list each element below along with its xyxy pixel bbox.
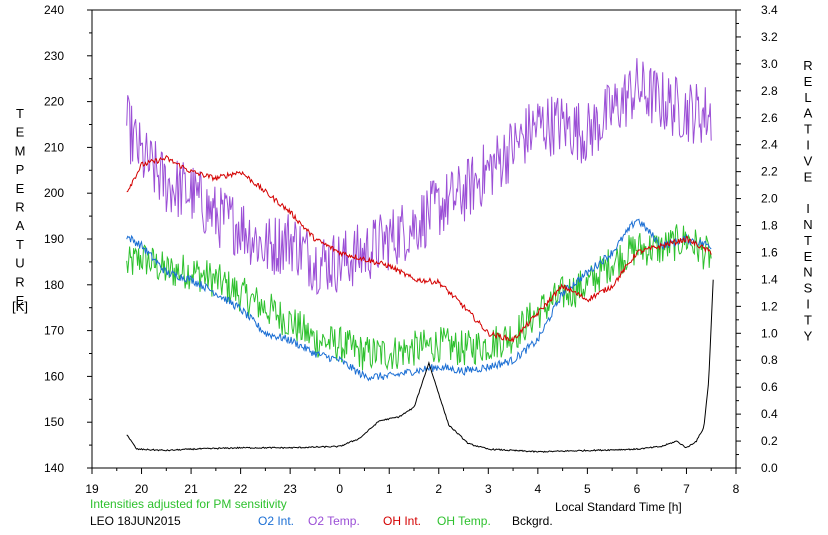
x-tick-label: 23 (283, 482, 297, 496)
y-left-tick-label: 140 (44, 461, 64, 475)
note-label: Intensities adjusted for PM sensitivity (90, 497, 287, 511)
y-right-tick-label: 0.4 (761, 407, 778, 421)
legend-entry: Bckgrd. (512, 514, 553, 528)
legend-entry: OH Temp. (437, 514, 491, 528)
y-right-axis-letter: N (803, 265, 812, 280)
y-left-tick-label: 190 (44, 232, 64, 246)
y-left-axis-letter: M (15, 143, 26, 158)
y-right-tick-label: 1.0 (761, 326, 778, 340)
x-tick-label: 7 (683, 482, 690, 496)
y-right-tick-label: 1.4 (761, 272, 778, 286)
x-tick-label: 20 (135, 482, 149, 496)
x-tick-label: 6 (634, 482, 641, 496)
y-right-axis-letter: Y (804, 328, 813, 343)
y-left-axis-letter: T (16, 237, 24, 252)
y-right-tick-label: 1.2 (761, 299, 778, 313)
y-right-tick-label: 3.2 (761, 30, 778, 44)
y-right-tick-label: 2.2 (761, 165, 778, 179)
series-line-o2-int (126, 218, 712, 382)
y-right-tick-label: 2.4 (761, 138, 778, 152)
legend-entry: OH Int. (383, 514, 421, 528)
y-left-axis-letter: A (16, 218, 25, 233)
y-right-tick-label: 3.0 (761, 57, 778, 71)
y-left-tick-label: 230 (44, 49, 64, 63)
legend-entry: O2 Temp. (308, 514, 360, 528)
y-left-tick-label: 170 (44, 324, 64, 338)
y-left-tick-label: 160 (44, 369, 64, 383)
series-lines (126, 58, 714, 453)
x-tick-label: 22 (234, 482, 248, 496)
y-right-axis-letter: I (806, 297, 810, 312)
x-tick-label: 8 (733, 482, 740, 496)
y-left-tick-label: 180 (44, 278, 64, 292)
y-left-axis-letter: E (16, 181, 25, 196)
y-right-tick-label: 0.6 (761, 380, 778, 394)
x-tick-label: 4 (535, 482, 542, 496)
y-left-axis-letter: E (16, 293, 25, 308)
y-right-axis-letter: E (804, 249, 813, 264)
y-left-tick-label: 150 (44, 415, 64, 429)
x-tick-label: 0 (336, 482, 343, 496)
y-right-axis-letter: T (804, 122, 812, 137)
unit-label: [K] (12, 299, 28, 314)
y-left-tick-label: 210 (44, 140, 64, 154)
series-line-bckgrd (126, 279, 714, 453)
axis-ticks (87, 9, 741, 474)
station-date-label: LEO 18JUN2015 (90, 514, 181, 528)
axis-labels: 19 20 21 22 23 0 1 2 3 4 5 6 7 8140150160170180190200… (15, 3, 813, 496)
x-tick-label: 2 (435, 482, 442, 496)
y-left-axis-letter: R (15, 200, 24, 215)
y-right-tick-label: 1.6 (761, 245, 778, 259)
y-left-tick-label: 240 (44, 3, 64, 17)
y-right-axis-letter: A (804, 106, 813, 121)
y-left-axis-letter: U (15, 256, 24, 271)
series-line-o2-temp (126, 58, 712, 295)
y-left-axis-letter: R (15, 274, 24, 289)
y-right-axis-letter: T (804, 312, 812, 327)
y-right-tick-label: 0.0 (761, 461, 778, 475)
y-left-tick-label: 200 (44, 186, 64, 200)
x-axis-label: Local Standard Time [h] (555, 500, 682, 514)
y-right-tick-label: 2.6 (761, 111, 778, 125)
series-line-oh-int (126, 155, 712, 343)
y-right-tick-label: 0.2 (761, 434, 778, 448)
y-right-tick-label: 2.8 (761, 84, 778, 98)
y-right-axis-letter: E (804, 169, 813, 184)
x-tick-label: 21 (184, 482, 198, 496)
y-left-axis-letter: T (16, 106, 24, 121)
x-tick-label: 19 (85, 482, 99, 496)
y-right-axis-letter: V (804, 153, 813, 168)
y-right-axis-letter: R (803, 58, 812, 73)
x-tick-label: 3 (485, 482, 492, 496)
series-line-oh-temp (126, 224, 712, 371)
y-right-axis-letter: N (803, 217, 812, 232)
y-left-axis-letter: P (16, 162, 25, 177)
y-right-axis-letter: T (804, 233, 812, 248)
y-right-tick-label: 3.4 (761, 3, 778, 17)
y-right-tick-label: 0.8 (761, 353, 778, 367)
y-right-tick-label: 2.0 (761, 192, 778, 206)
y-left-tick-label: 220 (44, 95, 64, 109)
x-tick-label: 1 (386, 482, 393, 496)
x-tick-label: 5 (584, 482, 591, 496)
y-right-axis-letter: I (806, 138, 810, 153)
legend: O2 Int. O2 Temp. OH Int. OH Temp. Bckgrd. (258, 514, 553, 528)
y-left-axis-letter: E (16, 125, 25, 140)
y-right-axis-letter: S (804, 281, 813, 296)
y-right-tick-label: 1.8 (761, 219, 778, 233)
y-right-axis-letter: I (806, 201, 810, 216)
y-right-axis-letter: L (804, 90, 811, 105)
y-right-axis-letter: E (804, 74, 813, 89)
legend-entry: O2 Int. (258, 514, 294, 528)
